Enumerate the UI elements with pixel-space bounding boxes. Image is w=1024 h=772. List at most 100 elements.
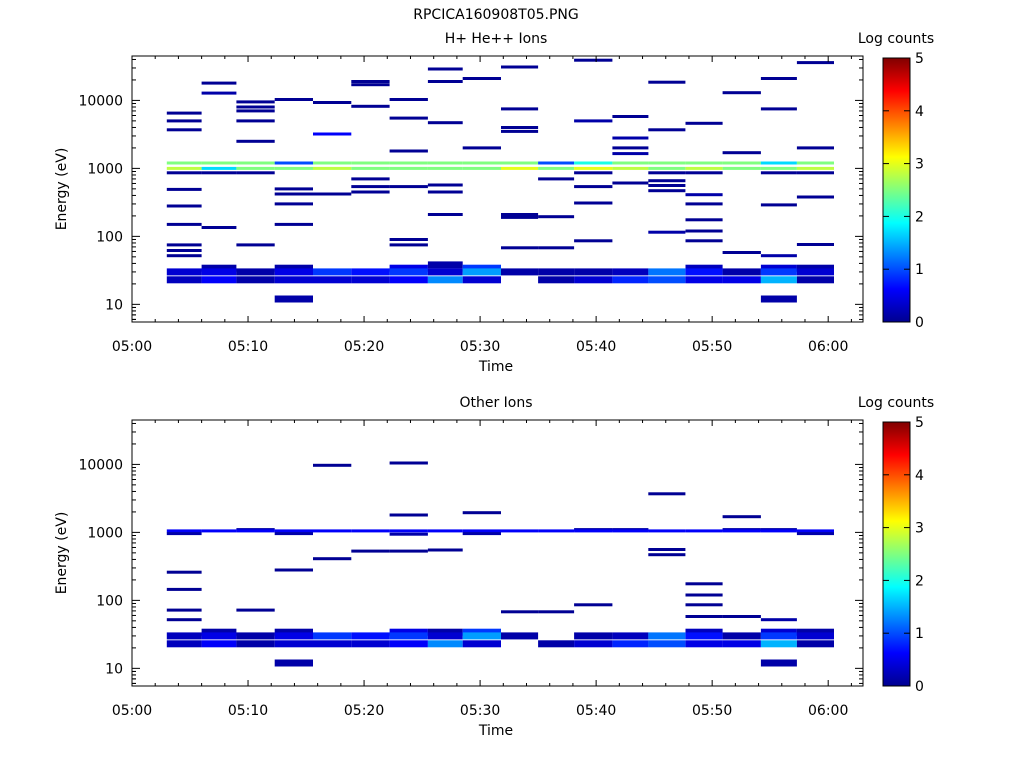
top-spectrogram-bin — [648, 171, 686, 175]
bottom-spectrogram-bin — [201, 640, 237, 648]
top-spectrogram-bin — [313, 166, 352, 170]
top-spectrogram-bin — [612, 115, 649, 118]
top-spectrogram-bin — [501, 161, 539, 165]
top-x-tick-label: 05:40 — [576, 339, 616, 355]
bottom-spectrogram-bin — [389, 529, 428, 533]
top-spectrogram-bin — [351, 190, 390, 194]
bottom-spectrogram-bin — [760, 640, 797, 648]
top-spectrogram-bin — [166, 187, 202, 191]
top-spectrogram-bin — [685, 161, 723, 165]
bottom-spectrogram-bin — [201, 632, 237, 640]
bottom-spectrogram-bin — [236, 608, 275, 612]
bottom-spectrogram-bin — [612, 529, 649, 533]
bottom-x-tick-label: 05:40 — [576, 703, 616, 719]
top-spectrogram-bin — [274, 222, 313, 226]
top-spectrogram-bin — [760, 295, 797, 303]
top-colorbar-tick-label: 1 — [915, 262, 924, 278]
bottom-spectrogram-bin — [462, 532, 501, 536]
bottom-spectrogram-bin — [648, 632, 686, 640]
bottom-spectrogram-bin — [462, 632, 501, 640]
top-spectrogram-bin — [538, 161, 575, 165]
top-spectrogram-bin — [236, 105, 275, 109]
bottom-spectrogram-bin — [389, 461, 428, 465]
top-colorbar-tick-label: 2 — [915, 209, 924, 225]
top-spectrogram-bin — [685, 218, 723, 222]
top-spectrogram-bin — [612, 161, 649, 165]
bottom-spectrogram-bin — [274, 640, 313, 648]
bottom-spectrogram-bin — [462, 511, 501, 515]
top-x-tick-label: 06:00 — [808, 339, 848, 355]
top-spectrogram-bin — [685, 171, 723, 175]
top-spectrogram-bin — [722, 161, 761, 165]
top-colorbar-tick-label: 0 — [915, 315, 924, 331]
bottom-spectrogram-bin — [462, 640, 501, 648]
top-spectrogram-bin — [427, 268, 463, 276]
top-spectrogram-bin — [462, 268, 501, 276]
top-spectrogram-bin — [427, 261, 463, 269]
top-spectrogram-bin — [166, 166, 202, 170]
top-spectrogram-bin — [427, 183, 463, 187]
bottom-y-tick-label: 1000 — [87, 525, 123, 541]
top-spectrogram-bin — [166, 161, 202, 165]
top-spectrogram-bin — [648, 230, 686, 234]
top-spectrogram-bin — [501, 215, 539, 219]
bottom-spectrogram-bin — [274, 532, 313, 536]
top-spectrogram-bin — [538, 246, 575, 250]
top-spectrogram-bin — [796, 161, 834, 165]
top-y-tick-label: 1000 — [87, 161, 123, 177]
top-spectrogram-bin — [201, 268, 237, 276]
top-spectrogram-bin — [538, 268, 575, 276]
bottom-y-tick-label: 100 — [96, 593, 123, 609]
top-spectrogram-bin — [722, 151, 761, 155]
top-x-tick-label: 05:10 — [228, 339, 268, 355]
figure-title: RPCICA160908T05.PNG — [413, 7, 578, 23]
top-spectrogram-bin — [574, 276, 613, 284]
top-spectrogram-bin — [760, 276, 797, 284]
bottom-spectrogram-bin — [166, 587, 202, 591]
bottom-x-tick-label: 05:10 — [228, 703, 268, 719]
bottom-spectrogram-bin — [427, 548, 463, 552]
bottom-spectrogram-bin — [313, 529, 352, 533]
top-spectrogram-bin — [427, 121, 463, 125]
bottom-spectrogram-bin — [538, 640, 575, 648]
top-spectrogram-bin — [462, 276, 501, 284]
bottom-x-tick-label: 05:20 — [344, 703, 384, 719]
top-spectrogram-bin — [501, 166, 539, 170]
top-spectrogram-bin — [722, 268, 761, 276]
top-spectrogram-bin — [722, 91, 761, 95]
bottom-x-axis-title: Time — [478, 723, 513, 739]
bottom-spectrogram-bin — [427, 628, 463, 636]
top-bin-layer — [166, 58, 834, 303]
top-spectrogram-bin — [612, 152, 649, 156]
top-spectrogram-bin — [166, 249, 202, 252]
bottom-spectrogram-bin — [166, 529, 202, 533]
top-spectrogram-bin — [389, 116, 428, 120]
top-spectrogram-bin — [648, 276, 686, 284]
top-spectrogram-bin — [389, 243, 428, 247]
bottom-spectrogram-bin — [201, 529, 237, 533]
bottom-spectrogram-bin — [722, 640, 761, 648]
top-colorbar — [882, 57, 911, 323]
top-spectrogram-bin — [612, 136, 649, 140]
top-spectrogram-bin — [574, 201, 613, 205]
bottom-spectrogram-bin — [648, 492, 686, 496]
top-spectrogram-bin — [166, 111, 202, 115]
top-spectrogram-bin — [796, 264, 834, 272]
top-spectrogram-bin — [274, 166, 313, 170]
bottom-spectrogram-bin — [722, 615, 761, 618]
top-spectrogram-bin — [389, 161, 428, 165]
top-spectrogram-bin — [236, 268, 275, 276]
top-spectrogram-bin — [648, 128, 686, 132]
bottom-spectrogram-bin — [501, 632, 539, 640]
bottom-spectrogram-bin — [427, 640, 463, 648]
bottom-spectrogram-bin — [313, 632, 352, 640]
bottom-spectrogram-bin — [389, 549, 428, 553]
top-spectrogram-bin — [313, 268, 352, 276]
top-spectrogram-bin — [462, 264, 501, 272]
top-spectrogram-bin — [351, 185, 390, 189]
top-colorbar-ticks: 0 1 2 3 4 5 — [883, 51, 924, 331]
top-spectrogram-bin — [685, 229, 723, 233]
bottom-spectrogram-bin — [538, 529, 575, 533]
top-spectrogram-bin — [389, 276, 428, 284]
top-spectrogram-bin — [389, 166, 428, 170]
